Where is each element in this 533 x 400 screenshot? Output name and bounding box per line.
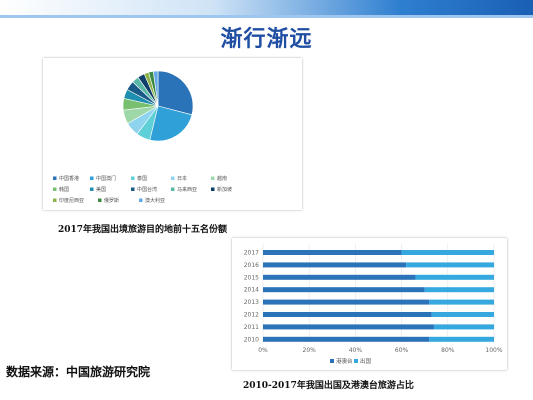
data-source-note: 数据来源：中国旅游研究院 <box>6 365 151 379</box>
legend-label: 日本 <box>177 175 187 182</box>
bar-segment <box>429 299 494 305</box>
bar-segment <box>433 324 494 330</box>
x-tick-label: 60% <box>395 347 409 354</box>
x-tick-label: 80% <box>441 347 455 354</box>
bar-segment <box>406 262 494 268</box>
y-tick-label: 2013 <box>244 299 259 306</box>
y-tick-label: 2016 <box>244 262 259 269</box>
pie-slice <box>152 70 159 107</box>
legend-swatch <box>131 187 135 191</box>
legend-label: 印度尼西亚 <box>59 197 84 204</box>
header-band <box>0 0 533 18</box>
legend-label: 中国香港 <box>59 175 79 182</box>
legend-swatch <box>171 187 175 191</box>
bar-segment <box>263 312 432 317</box>
pie-chart-panel: 中国香港 中国澳门 泰国 日本 越南韩国 美国 中国台湾 马来西亚 新加坡印度尼西亚 俄罗斯 澳大利… <box>43 58 302 210</box>
pie-slice <box>157 70 194 116</box>
bar-segment <box>263 299 430 305</box>
y-tick-label: 2015 <box>244 274 259 281</box>
bar-segment <box>401 250 494 255</box>
pie-slice <box>149 105 193 142</box>
legend-swatch <box>131 176 135 180</box>
bar-segment <box>263 287 425 293</box>
legend-label: 俄罗斯 <box>104 197 119 204</box>
bar-segment <box>263 250 402 255</box>
bar-chart-caption: 2010-2017年我国出国及港澳台旅游占比 <box>243 381 414 391</box>
legend-label: 中国台湾 <box>137 186 157 193</box>
bar-segment <box>263 324 434 330</box>
y-tick-label: 2011 <box>244 324 259 331</box>
y-tick-label: 2010 <box>244 336 259 343</box>
legend-swatch <box>90 187 94 191</box>
legend-label: 泰国 <box>137 175 147 182</box>
legend-label: 新加坡 <box>217 186 232 193</box>
bar-segment <box>263 336 430 342</box>
legend-label: 美国 <box>96 186 106 193</box>
legend-label: 越南 <box>217 175 227 182</box>
bar-segment <box>263 274 416 280</box>
bar-chart: 0% 20% 40% 60% 80% 100% 2017 2016 2015 2014 2013 20… <box>244 244 503 365</box>
x-tick-label: 100% <box>485 347 502 354</box>
legend-swatch <box>90 176 94 180</box>
legend-label: 韩国 <box>59 186 69 193</box>
legend-swatch <box>330 359 334 363</box>
legend-swatch <box>354 359 358 363</box>
bar-segment <box>415 274 494 280</box>
legend-swatch <box>98 198 102 202</box>
legend-label: 澳大利亚 <box>145 197 165 204</box>
x-tick-label: 20% <box>303 347 317 354</box>
legend-swatch <box>53 198 57 202</box>
bar-segment <box>263 262 407 268</box>
y-tick-label: 2017 <box>244 250 259 257</box>
bar-segment <box>424 287 494 293</box>
x-tick-label: 40% <box>349 347 363 354</box>
x-tick-label: 0% <box>258 347 268 354</box>
bar-segment <box>429 336 494 342</box>
y-tick-label: 2012 <box>244 312 259 319</box>
legend-swatch <box>171 176 175 180</box>
legend-swatch <box>211 176 215 180</box>
legend-label: 马来西亚 <box>177 186 197 193</box>
legend-swatch <box>53 187 57 191</box>
legend-label: 中国澳门 <box>96 175 116 182</box>
legend-label: 出国 <box>360 357 372 365</box>
legend-swatch <box>53 176 57 180</box>
bar-chart-panel: 0% 20% 40% 60% 80% 100% 2017 2016 2015 2014 2013 20… <box>232 238 507 370</box>
legend-swatch <box>139 198 143 202</box>
bar-segment <box>431 312 494 317</box>
y-tick-label: 2014 <box>244 287 259 294</box>
slide-title: 渐行渐远 <box>220 26 313 52</box>
legend-swatch <box>211 187 215 191</box>
legend-label: 港澳台 <box>336 357 353 365</box>
pie-chart-caption: 2017年我国出境旅游目的地前十五名份额 <box>58 225 228 235</box>
